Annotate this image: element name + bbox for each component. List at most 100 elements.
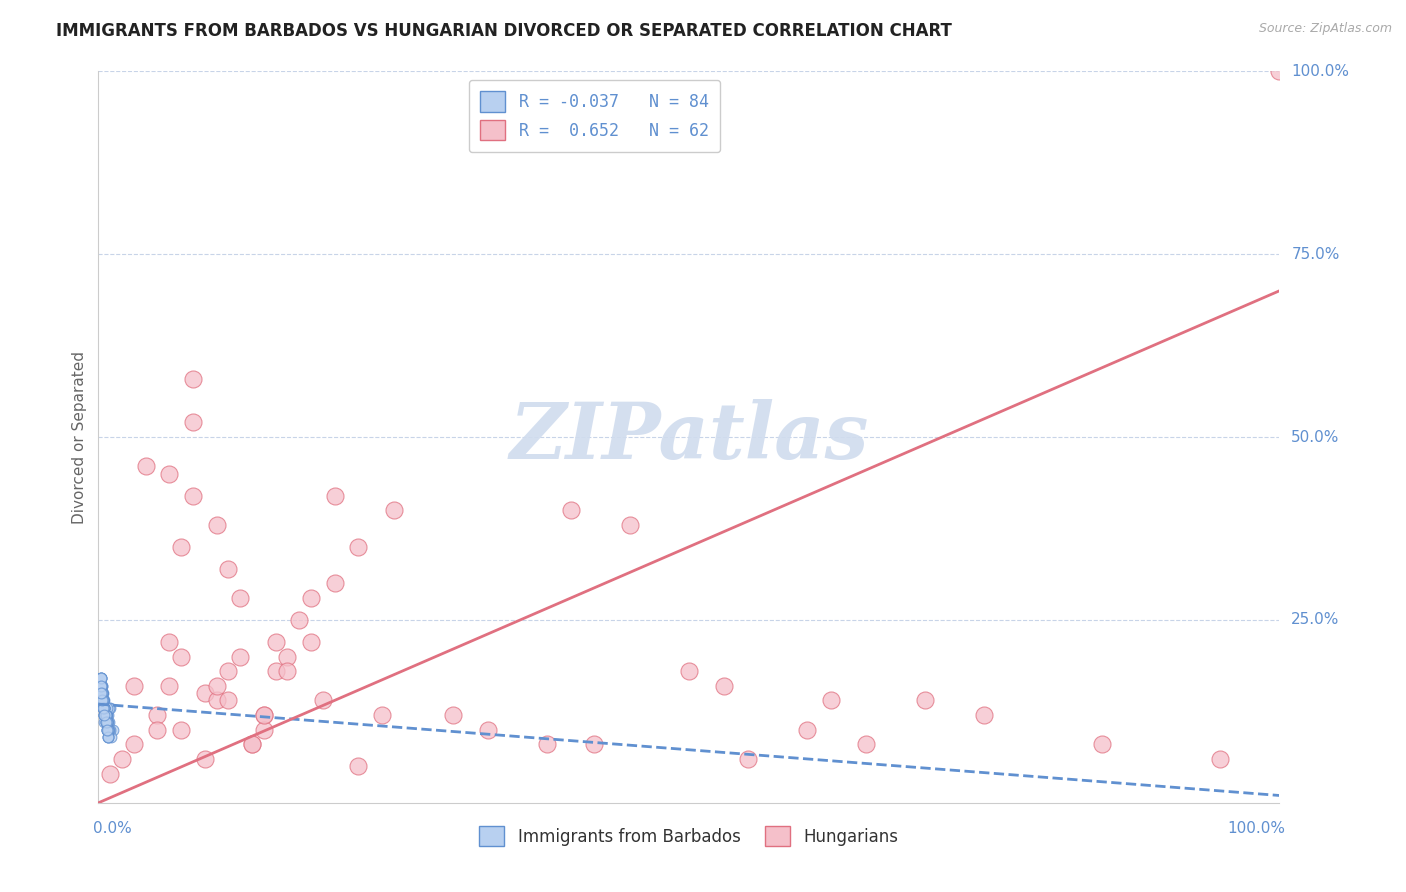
Point [96,715,118,730]
Point [96,723,118,737]
Point [170,649,193,664]
Point [97,723,120,737]
Point [91,686,114,700]
Point [181,371,204,385]
Point [229,649,252,664]
Point [96,723,118,737]
Point [90,679,112,693]
Point [94,715,117,730]
Point [91,693,114,707]
Point [382,503,405,517]
Text: ZIPatlas: ZIPatlas [509,399,869,475]
Point [678,664,700,678]
Point [98,700,121,714]
Point [737,752,759,766]
Point [91,700,114,714]
Point [146,708,169,723]
Point [93,700,115,714]
Point [299,591,322,605]
Point [276,649,298,664]
Point [91,700,114,714]
Point [146,723,169,737]
Point [98,723,121,737]
Point [181,416,204,430]
Point [90,679,112,693]
Point [111,752,134,766]
Point [97,723,120,737]
Point [713,679,735,693]
Point [93,708,115,723]
Point [93,700,115,714]
Point [93,700,115,714]
Text: 50.0%: 50.0% [1291,430,1340,444]
Point [94,708,117,723]
Point [94,715,117,730]
Point [253,708,276,723]
Point [90,672,112,686]
Point [97,730,120,744]
Point [371,708,394,723]
Point [96,715,118,730]
Point [96,715,118,730]
Point [91,693,114,707]
Point [122,679,145,693]
Point [91,693,114,707]
Text: 25.0%: 25.0% [1291,613,1340,627]
Point [91,693,114,707]
Point [101,723,124,737]
Point [96,723,118,737]
Point [100,730,122,744]
Point [90,679,112,693]
Point [796,723,818,737]
Point [90,672,112,686]
Point [97,708,120,723]
Point [98,700,121,714]
Point [91,679,114,693]
Point [93,700,115,714]
Text: Source: ZipAtlas.com: Source: ZipAtlas.com [1258,22,1392,36]
Point [217,693,239,707]
Point [157,635,180,649]
Point [91,686,114,700]
Point [91,679,114,693]
Point [94,708,117,723]
Point [91,686,114,700]
Point [536,737,558,751]
Point [855,737,877,751]
Point [91,700,114,714]
Point [93,700,115,714]
Point [91,693,114,707]
Point [91,693,114,707]
Point [477,723,499,737]
Point [312,693,335,707]
Point [441,708,464,723]
Point [217,664,239,678]
Point [91,693,114,707]
Point [93,708,115,723]
Point [229,591,252,605]
Point [97,723,120,737]
Point [98,766,121,780]
Point [94,700,117,714]
Point [217,562,239,576]
Point [973,708,995,723]
Point [94,708,117,723]
Point [96,700,118,714]
Point [560,503,582,517]
Text: 100.0%: 100.0% [1227,821,1285,836]
Point [170,540,193,554]
Point [97,730,120,744]
Point [157,679,180,693]
Point [91,686,114,700]
Point [90,672,112,686]
Point [91,686,114,700]
Point [583,737,606,751]
Point [914,693,936,707]
Point [93,708,115,723]
Point [323,576,346,591]
Point [93,693,115,707]
Point [93,715,115,730]
Point [240,737,263,751]
Point [96,723,118,737]
Point [94,708,117,723]
